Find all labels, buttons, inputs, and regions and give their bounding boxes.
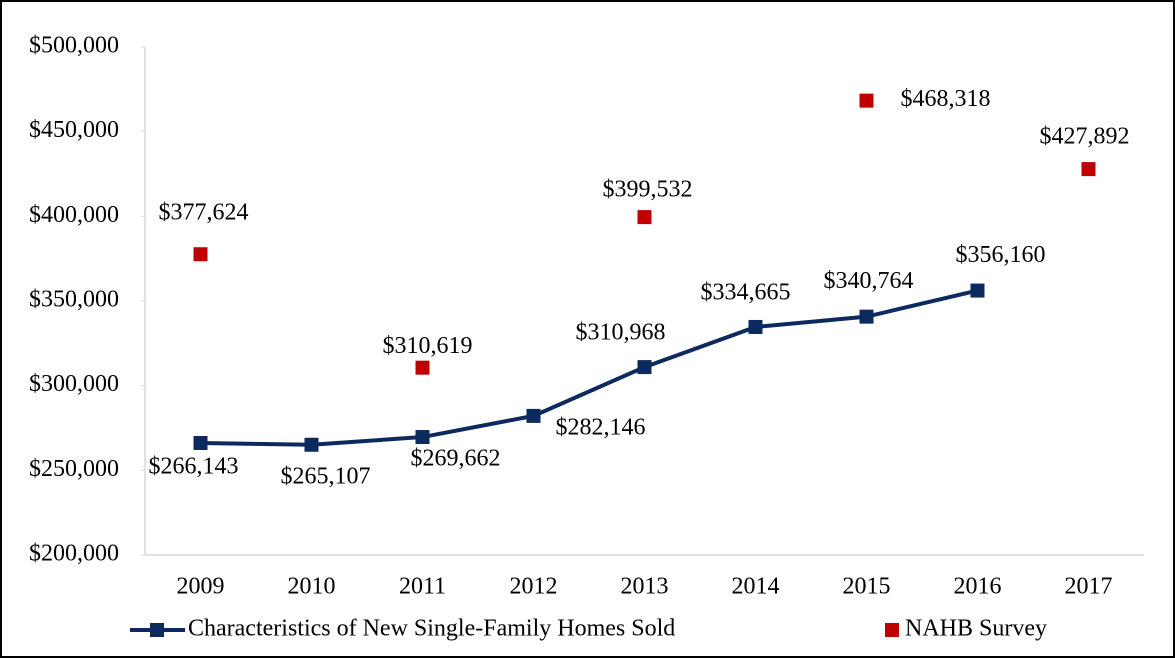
marker: [637, 210, 652, 225]
y-tick-label: $200,000: [29, 541, 119, 567]
x-tick-label: 2016: [954, 574, 1002, 600]
value-label: $427,892: [1040, 124, 1130, 150]
x-tick-label: 2017: [1065, 574, 1113, 600]
value-label: $266,143: [149, 453, 239, 479]
marker: [415, 430, 430, 445]
value-label: $310,619: [383, 333, 473, 359]
marker: [304, 437, 319, 452]
marker: [970, 283, 985, 298]
y-tick-label: $400,000: [29, 202, 119, 228]
x-tick-label: 2009: [177, 574, 225, 600]
marker: [1081, 162, 1096, 177]
value-label: $334,665: [701, 279, 791, 305]
value-label: $468,318: [901, 86, 991, 112]
y-tick-label: $450,000: [29, 117, 119, 143]
legend-label: Characteristics of New Single-Family Hom…: [188, 616, 675, 642]
x-tick-label: 2012: [510, 574, 558, 600]
x-tick-label: 2010: [288, 574, 336, 600]
x-tick-label: 2013: [621, 574, 669, 600]
marker: [748, 319, 763, 334]
value-label: $265,107: [281, 463, 371, 489]
value-label: $282,146: [556, 414, 646, 440]
value-label: $269,662: [411, 446, 501, 472]
marker: [193, 435, 208, 450]
value-label: $340,764: [824, 268, 914, 294]
y-tick-label: $500,000: [29, 33, 119, 59]
value-label: $399,532: [603, 177, 693, 203]
x-tick-label: 2011: [399, 574, 446, 600]
marker: [526, 408, 541, 423]
marker: [859, 93, 874, 108]
marker: [637, 360, 652, 375]
series-line: [200, 288, 978, 447]
legend-marker: [885, 623, 899, 637]
marker: [415, 360, 430, 375]
y-tick-label: $350,000: [29, 287, 119, 313]
legend-marker: [150, 623, 164, 637]
value-label: $356,160: [956, 242, 1046, 268]
value-label: $310,968: [576, 320, 666, 346]
marker: [859, 309, 874, 324]
y-tick-label: $250,000: [29, 456, 119, 482]
y-tick-label: $300,000: [29, 371, 119, 397]
value-label: $377,624: [159, 200, 249, 226]
marker: [193, 247, 208, 262]
x-tick-label: 2014: [732, 574, 780, 600]
x-tick-label: 2015: [843, 574, 891, 600]
legend-label: NAHB Survey: [905, 616, 1047, 642]
